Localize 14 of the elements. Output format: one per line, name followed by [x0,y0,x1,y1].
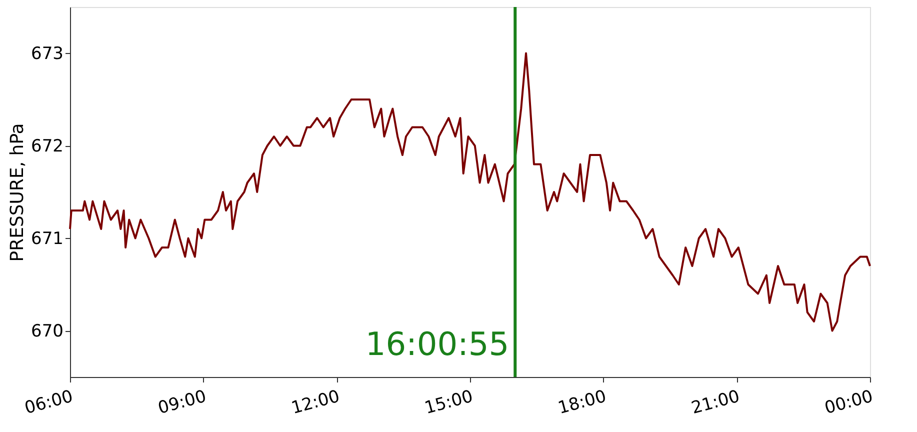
x-tick-label: 12:00 [289,386,342,419]
y-tick-label: 672 [31,136,64,156]
x-tick-label: 06:00 [22,386,76,419]
y-axis-title: PRESSURE, hPa [7,123,28,262]
y-tick-label: 670 [31,321,64,342]
ref-line-label: 16:00:55 [365,325,510,363]
x-tick-label: 18:00 [556,386,608,419]
x-tick-label: 00:00 [822,386,876,419]
y-tick-label: 673 [31,44,64,64]
y-tick-label: 671 [31,228,64,249]
line-series [69,52,871,332]
x-tick-label: 15:00 [422,386,476,419]
x-tick-label: 09:00 [156,386,208,419]
x-tick-label: 21:00 [689,386,742,419]
